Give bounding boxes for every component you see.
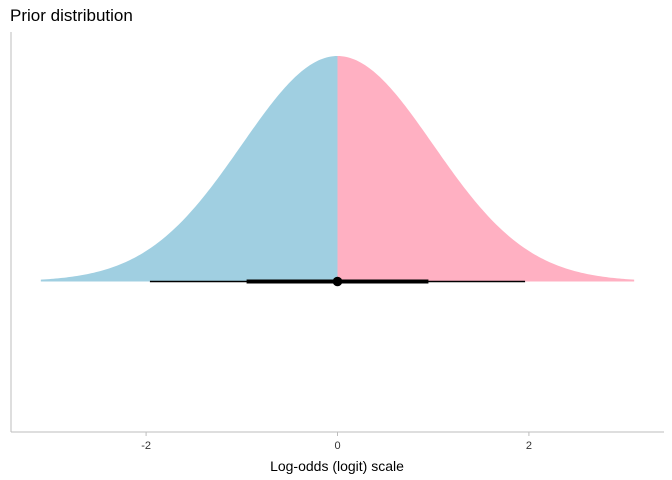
point-estimate-dot: [332, 276, 343, 287]
density-right-half: [337, 56, 635, 282]
density-area: [40, 56, 635, 282]
x-axis-ticks: -2 0 2: [141, 432, 532, 452]
density-left-half: [40, 56, 338, 282]
x-tick-label: 2: [526, 440, 532, 452]
chart-title: Prior distribution: [10, 6, 133, 25]
x-tick-label: -2: [141, 440, 151, 452]
x-axis-label: Log-odds (logit) scale: [270, 458, 404, 474]
point-interval: [149, 276, 526, 287]
x-tick-label: 0: [334, 440, 340, 452]
